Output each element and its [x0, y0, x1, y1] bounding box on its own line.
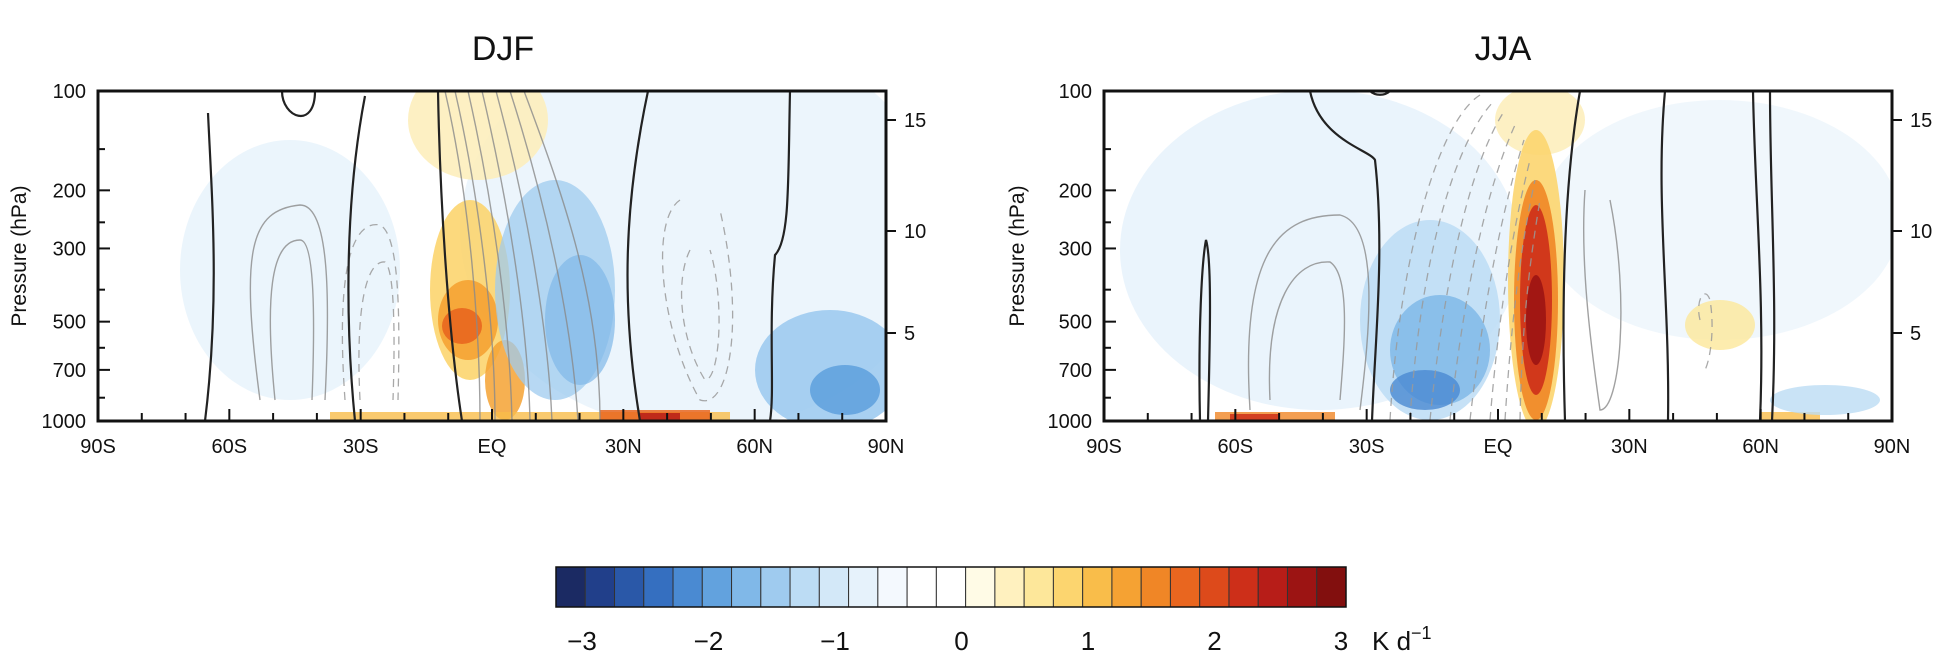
y-tick-label: 300: [1059, 238, 1092, 260]
colorbar-cell: [1228, 566, 1259, 608]
y2-axis-ticks: 15 10 5: [886, 110, 926, 345]
colorbar-unit-main: K d: [1372, 626, 1411, 656]
y-tick-label: 100: [1059, 81, 1092, 103]
colorbar-cell: [1023, 566, 1054, 608]
x-tick-label: 30N: [605, 436, 642, 458]
colorbar-cell: [731, 566, 762, 608]
colorbar-cell: [1140, 566, 1171, 608]
x-tick-label: EQ: [1484, 436, 1513, 458]
x-tick-label: 30S: [1349, 436, 1385, 458]
y-tick-label: 500: [53, 312, 86, 334]
colorbar-cell: [760, 566, 791, 608]
colorbar-cell: [848, 566, 879, 608]
colorbar-frame: [555, 566, 1347, 608]
x-tick-label: 90S: [1086, 436, 1122, 458]
y2-tick-label: 10: [904, 221, 926, 243]
colorbar-cell: [906, 566, 937, 608]
colorbar-tick-label: 0: [954, 626, 968, 656]
colorbar-cell: [994, 566, 1025, 608]
y-tick-label: 200: [53, 180, 86, 202]
x-tick-label: 90N: [1874, 436, 1911, 458]
colorbar-tick-label: −2: [694, 626, 724, 656]
y2-axis-ticks: 15 10 5: [1892, 110, 1932, 345]
x-tick-label: 90N: [868, 436, 905, 458]
y-tick-label: 300: [53, 238, 86, 260]
colorbar-cell: [789, 566, 820, 608]
shading-field: [98, 91, 886, 421]
colorbar-cell: [643, 566, 674, 608]
y-tick-label: 1000: [42, 411, 87, 433]
x-tick-label: 60S: [212, 436, 248, 458]
colorbar-cell: [672, 566, 703, 608]
colorbar-cell: [965, 566, 996, 608]
y-tick-label: 200: [1059, 180, 1092, 202]
panel-jja: JJA Pressure (hPa): [1006, 30, 1932, 458]
x-tick-label: 30S: [343, 436, 379, 458]
y-axis-ticks: 100 200 300 500 700 1000: [1048, 81, 1116, 433]
colorbar-cell: [555, 566, 586, 608]
y2-tick-label: 5: [1910, 323, 1921, 345]
y-axis-label: Pressure (hPa): [8, 185, 31, 326]
colorbar-cell: [1111, 566, 1142, 608]
colorbar-tick-label: 1: [1081, 626, 1095, 656]
colorbar: −3 −2 −1 0 1 2 3 K d−1: [555, 566, 1432, 656]
y-tick-label: 700: [1059, 360, 1092, 382]
y2-tick-label: 15: [904, 110, 926, 132]
panel-title: JJA: [1475, 30, 1532, 68]
y-tick-label: 100: [53, 81, 86, 103]
y2-tick-label: 15: [1910, 110, 1932, 132]
y-tick-label: 700: [53, 360, 86, 382]
colorbar-cell: [1052, 566, 1084, 608]
x-tick-label: 60N: [736, 436, 773, 458]
y-tick-label: 1000: [1048, 411, 1093, 433]
x-tick-label: 60S: [1218, 436, 1254, 458]
colorbar-cells: [555, 566, 1347, 608]
y2-tick-label: 5: [904, 323, 915, 345]
colorbar-cell: [1316, 566, 1347, 608]
colorbar-cell: [1199, 566, 1230, 608]
colorbar-cell: [701, 566, 733, 608]
x-tick-label: EQ: [478, 436, 507, 458]
colorbar-cell: [584, 566, 616, 608]
shading-field: [1104, 91, 1892, 421]
colorbar-cell: [935, 566, 967, 608]
colorbar-cell: [1257, 566, 1288, 608]
colorbar-unit-sup: −1: [1411, 623, 1432, 643]
x-tick-label: 30N: [1611, 436, 1648, 458]
colorbar-cell: [818, 566, 850, 608]
colorbar-tick-label: 2: [1207, 626, 1221, 656]
colorbar-cell: [1169, 566, 1201, 608]
colorbar-cell: [1286, 566, 1318, 608]
x-tick-label: 90S: [80, 436, 116, 458]
y-axis-ticks: 100 200 300 500 700 1000: [42, 81, 110, 433]
colorbar-cell: [877, 566, 908, 608]
x-axis-ticks: 90S 60S 30S EQ 30N 60N 90N: [1086, 409, 1910, 458]
x-axis-ticks: 90S 60S 30S EQ 30N 60N 90N: [80, 409, 904, 458]
x-tick-label: 60N: [1742, 436, 1779, 458]
colorbar-tick-label: −1: [820, 626, 850, 656]
y-tick-label: 500: [1059, 312, 1092, 334]
panel-djf: DJF Pressure (hPa): [8, 30, 926, 458]
colorbar-cell: [614, 566, 645, 608]
y-axis-label: Pressure (hPa): [1006, 185, 1029, 326]
colorbar-tick-label: 3: [1334, 626, 1348, 656]
panel-title: DJF: [472, 30, 534, 68]
colorbar-tick-label: −3: [567, 626, 597, 656]
y2-tick-label: 10: [1910, 221, 1932, 243]
colorbar-ticks: −3 −2 −1 0 1 2 3: [567, 626, 1348, 656]
colorbar-unit: K d−1: [1372, 623, 1432, 656]
colorbar-cell: [1082, 566, 1113, 608]
